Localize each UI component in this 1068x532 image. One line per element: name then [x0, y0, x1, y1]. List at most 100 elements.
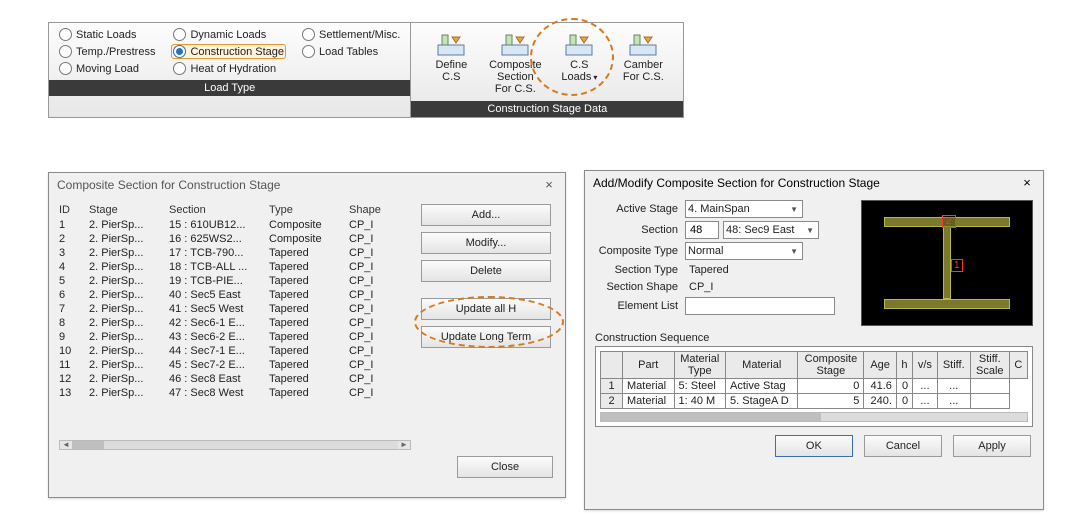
horizontal-scrollbar[interactable]: ◄ ►: [59, 440, 411, 450]
radio-heat-of-hydration[interactable]: Heat of Hydration: [171, 61, 286, 76]
tool-define-c-s[interactable]: DefineC.S: [419, 27, 483, 97]
column-header: ID: [59, 204, 89, 216]
tool-composite-section-for-c-s-[interactable]: CompositeSection For C.S.: [483, 27, 547, 97]
column-header: Stiff.: [937, 352, 970, 379]
section-preview: 2 1: [861, 200, 1033, 326]
delete-button[interactable]: Delete: [421, 260, 551, 282]
column-header: Material: [726, 352, 798, 379]
radio-icon: [173, 28, 186, 41]
radio-label: Construction Stage: [190, 46, 284, 58]
sequence-table: PartMaterialTypeMaterialCompositeStageAg…: [600, 351, 1028, 409]
dialog-title: Add/Modify Composite Section for Constru…: [593, 176, 880, 190]
dialog-composite-section-list: Composite Section for Construction Stage…: [48, 172, 566, 498]
radio-icon: [59, 45, 72, 58]
radio-dynamic-loads[interactable]: Dynamic Loads: [171, 27, 286, 42]
value-section-type: Tapered: [685, 264, 729, 276]
column-header: Type: [269, 204, 349, 216]
column-header: Shape: [349, 204, 409, 216]
radio-label: Heat of Hydration: [190, 63, 276, 75]
radio-label: Temp./Prestress: [76, 46, 155, 58]
close-button[interactable]: Close: [457, 456, 553, 478]
table-row[interactable]: 92. PierSp...43 : Sec6-2 E...TaperedCP_I: [59, 330, 411, 344]
select-section-detail[interactable]: 48: Sec9 East▼: [723, 221, 819, 239]
table-row[interactable]: 72. PierSp...41 : Sec5 WestTaperedCP_I: [59, 302, 411, 316]
preview-tag-1: 1: [951, 259, 963, 272]
table-row[interactable]: 132. PierSp...47 : Sec8 WestTaperedCP_I: [59, 386, 411, 400]
table-row[interactable]: 22. PierSp...16 : 625WS2...CompositeCP_I: [59, 232, 411, 246]
radio-icon: [173, 45, 186, 58]
table-row[interactable]: 2Material1: 40 M5. StageA D5240.0......: [601, 394, 1028, 409]
ribbon-group-cs-data: DefineC.S CompositeSection For C.S. C.SLoa…: [411, 23, 683, 117]
radio-label: Moving Load: [76, 63, 139, 75]
update-long-term-button[interactable]: Update Long Term: [421, 326, 551, 348]
tool-label: DefineC.S: [435, 59, 467, 83]
label-active-stage: Active Stage: [595, 202, 685, 216]
table-row[interactable]: 82. PierSp...42 : Sec6-1 E...TaperedCP_I: [59, 316, 411, 330]
radio-settlement-misc-[interactable]: Settlement/Misc.: [300, 27, 402, 42]
horizontal-scrollbar[interactable]: [600, 412, 1028, 422]
radio-load-tables[interactable]: Load Tables: [300, 44, 402, 59]
label-composite-type: Composite Type: [595, 244, 685, 258]
radio-moving-load[interactable]: Moving Load: [57, 61, 157, 76]
label-section: Section: [595, 223, 685, 237]
add-button[interactable]: Add...: [421, 204, 551, 226]
radio-temp-prestress[interactable]: Temp./Prestress: [57, 44, 157, 59]
column-header: Stiff.Scale: [970, 352, 1009, 379]
radio-icon: [173, 62, 186, 75]
tool-camber-for-c-s-[interactable]: CamberFor C.S.: [611, 27, 675, 97]
update-all-h-button[interactable]: Update all H: [421, 298, 551, 320]
table-row[interactable]: 12. PierSp...15 : 610UB12...CompositeCP_…: [59, 218, 411, 232]
column-header: v/s: [913, 352, 938, 379]
label-construction-sequence: Construction Sequence: [595, 332, 1033, 344]
table-row[interactable]: 102. PierSp...44 : Sec7-1 E...TaperedCP_…: [59, 344, 411, 358]
column-header: Part: [623, 352, 675, 379]
select-active-stage[interactable]: 4. MainSpan▼: [685, 200, 803, 218]
tool-icon: [628, 31, 658, 57]
ribbon-toolbar: Static Loads Dynamic Loads Settlement/Misc…: [48, 22, 684, 118]
column-header: Stage: [89, 204, 169, 216]
column-header: C: [1009, 352, 1027, 379]
radio-construction-stage[interactable]: Construction Stage: [171, 44, 286, 59]
close-icon[interactable]: ×: [541, 177, 557, 192]
modify-button[interactable]: Modify...: [421, 232, 551, 254]
column-header: CompositeStage: [798, 352, 864, 379]
label-section-type: Section Type: [595, 263, 685, 277]
cancel-button[interactable]: Cancel: [864, 435, 942, 457]
column-header: MaterialType: [674, 352, 726, 379]
tool-icon: [500, 31, 530, 57]
table-row[interactable]: 112. PierSp...45 : Sec7-2 E...TaperedCP_…: [59, 358, 411, 372]
table-row[interactable]: 1Material5: SteelActive Stag041.60......: [601, 379, 1028, 394]
table-row[interactable]: 122. PierSp...46 : Sec8 EastTaperedCP_I: [59, 372, 411, 386]
table-row[interactable]: 62. PierSp...40 : Sec5 EastTaperedCP_I: [59, 288, 411, 302]
input-element-list[interactable]: [685, 297, 835, 315]
apply-button[interactable]: Apply: [953, 435, 1031, 457]
select-composite-type[interactable]: Normal▼: [685, 242, 803, 260]
radio-label: Dynamic Loads: [190, 29, 266, 41]
column-header: Section: [169, 204, 269, 216]
table-row[interactable]: 42. PierSp...18 : TCB-ALL ...TaperedCP_I: [59, 260, 411, 274]
tool-c-s-loads[interactable]: C.SLoads▾: [547, 27, 611, 97]
ribbon-group-load-type: Static Loads Dynamic Loads Settlement/Misc…: [49, 23, 411, 117]
dialog-title-bar: Composite Section for Construction Stage…: [49, 173, 565, 196]
radio-static-loads[interactable]: Static Loads: [57, 27, 157, 42]
radio-label: Settlement/Misc.: [319, 29, 400, 41]
column-header: h: [896, 352, 912, 379]
table-row[interactable]: 32. PierSp...17 : TCB-790...TaperedCP_I: [59, 246, 411, 260]
radio-icon: [59, 62, 72, 75]
preview-tag-2: 2: [942, 215, 956, 228]
input-section[interactable]: [685, 221, 719, 239]
close-icon[interactable]: ×: [1019, 175, 1035, 190]
tool-label: C.SLoads▾: [561, 59, 597, 83]
tool-label: CamberFor C.S.: [623, 59, 664, 83]
dialog-title-bar: Add/Modify Composite Section for Constru…: [585, 171, 1043, 194]
ok-button[interactable]: OK: [775, 435, 853, 457]
value-section-shape: CP_I: [685, 281, 713, 293]
radio-icon: [302, 45, 315, 58]
column-header: Age: [864, 352, 897, 379]
radio-icon: [59, 28, 72, 41]
tool-label: CompositeSection For C.S.: [489, 59, 542, 95]
ribbon-footer-load-type: Load Type: [49, 80, 410, 96]
table-row[interactable]: 52. PierSp...19 : TCB-PIE...TaperedCP_I: [59, 274, 411, 288]
radio-label: Load Tables: [319, 46, 378, 58]
label-element-list: Element List: [595, 299, 685, 313]
